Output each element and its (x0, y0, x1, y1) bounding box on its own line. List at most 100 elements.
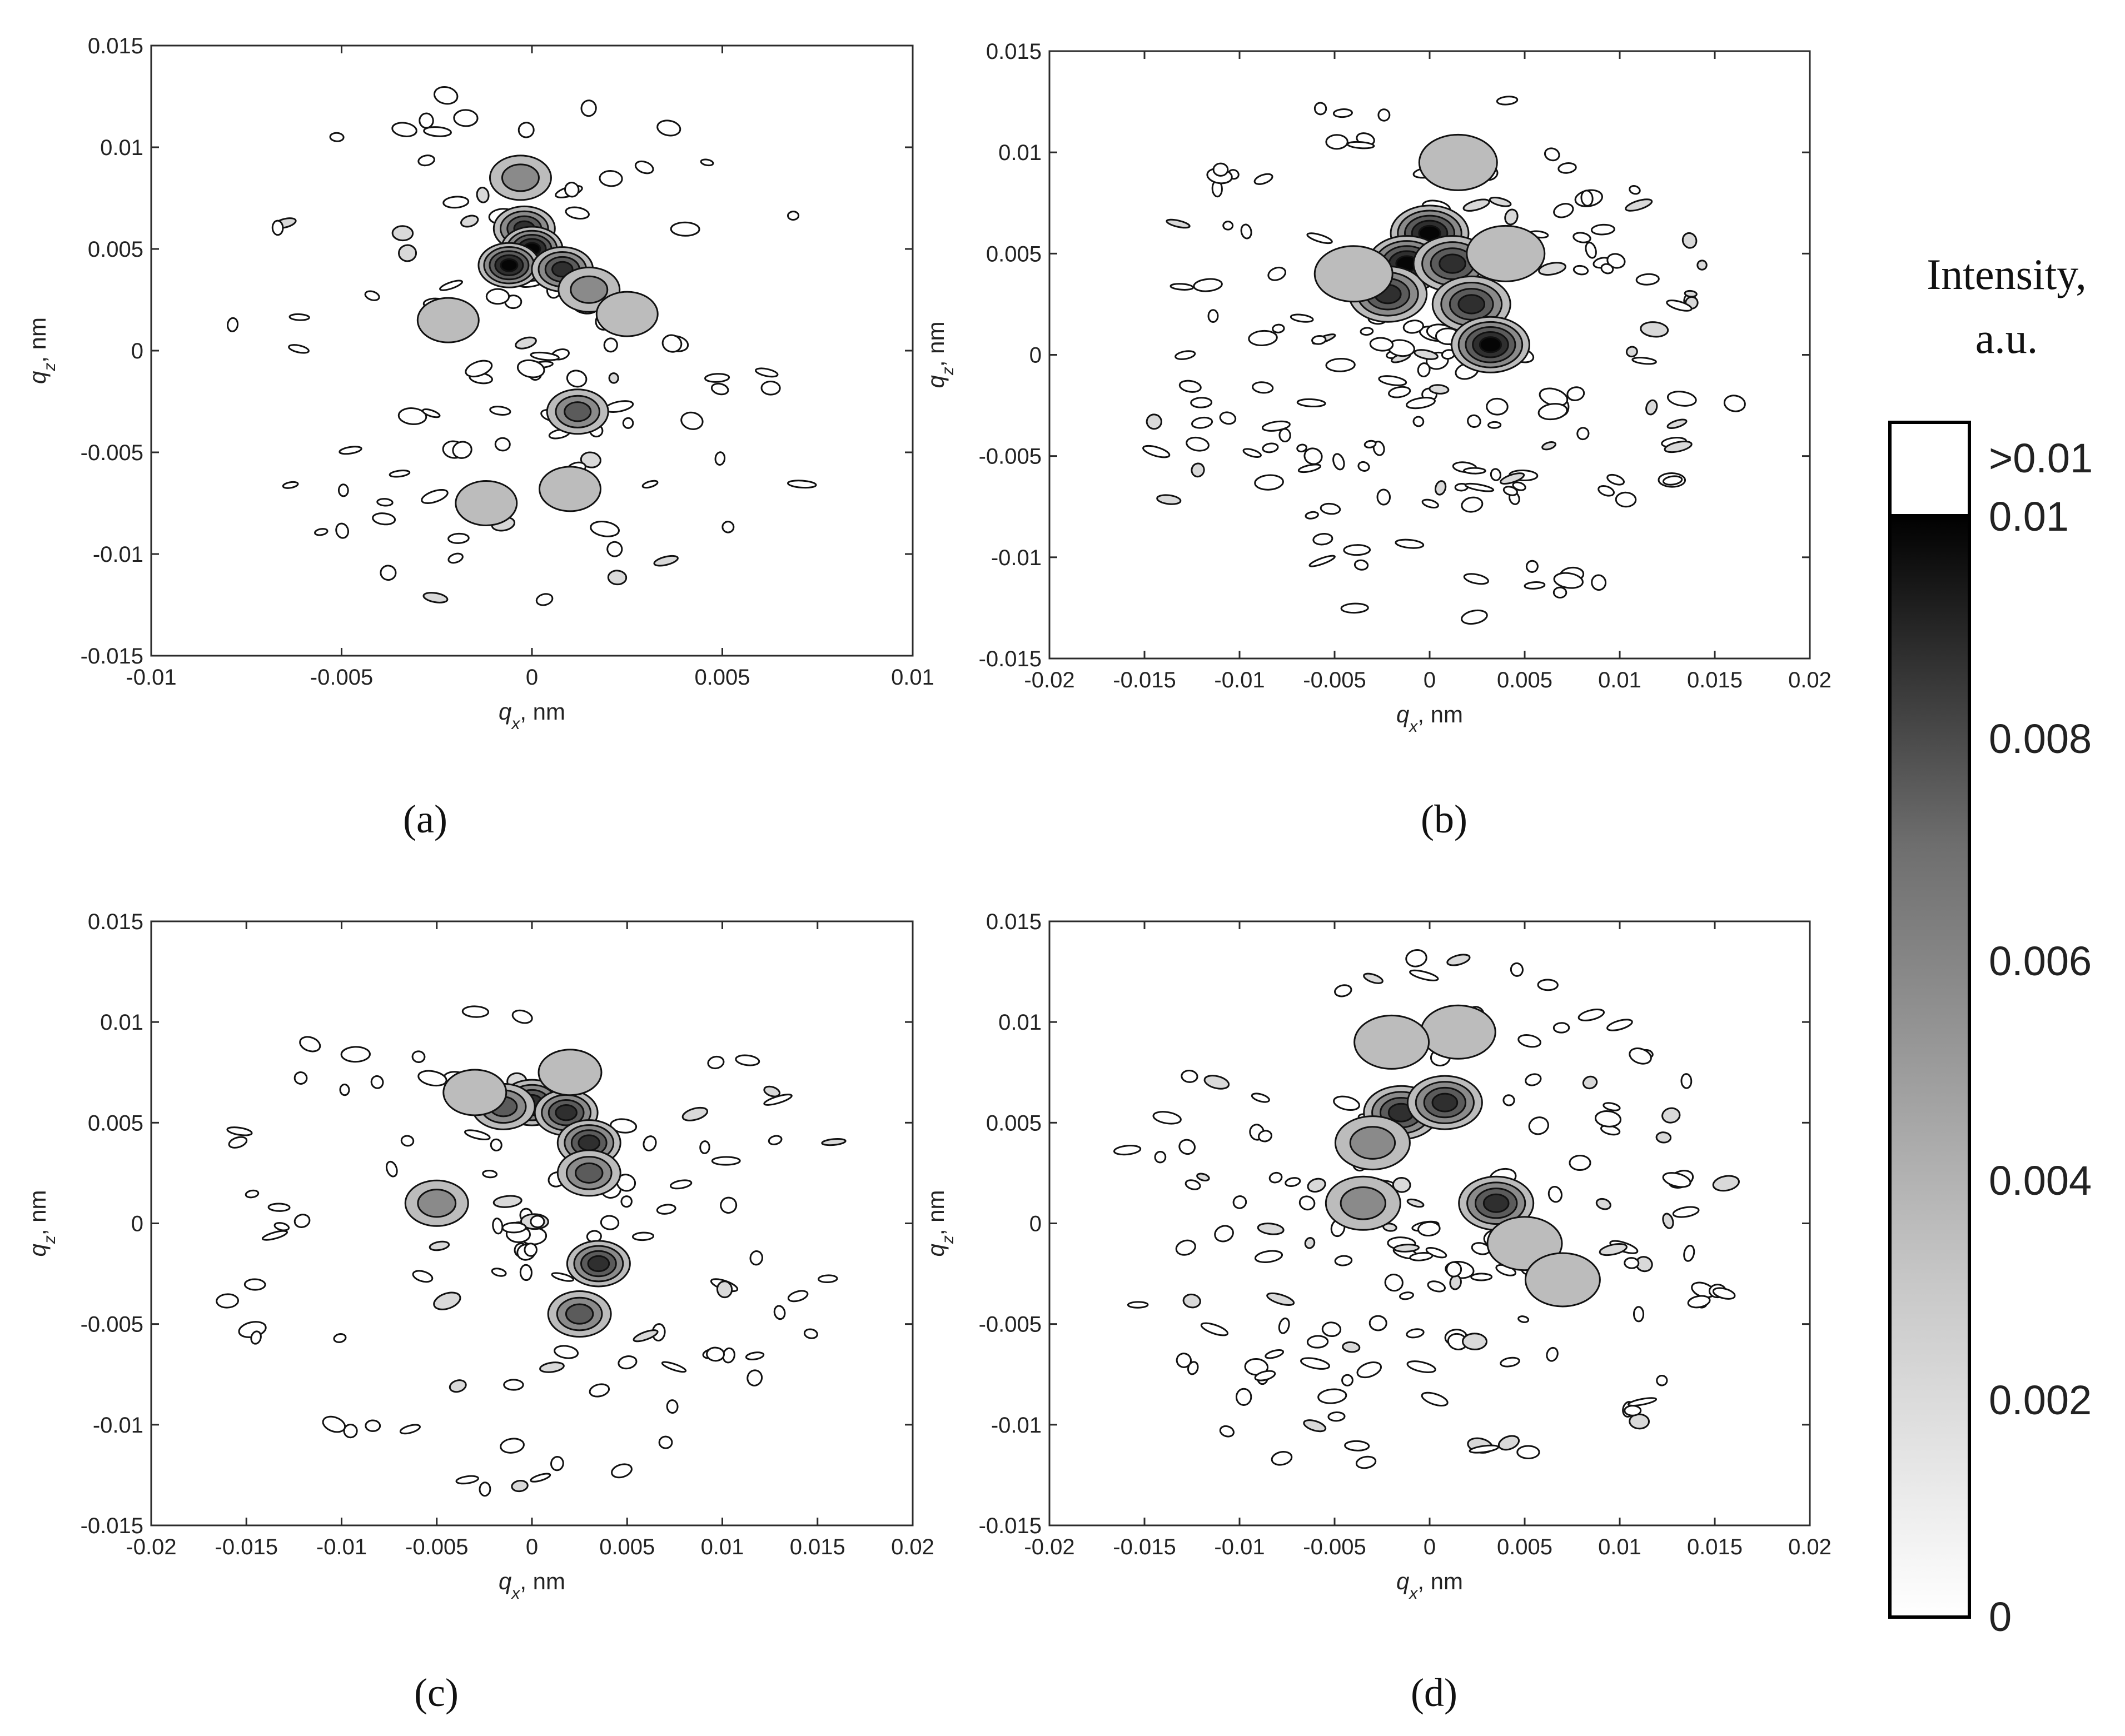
contour-island (464, 1129, 491, 1141)
contour-island (818, 1274, 838, 1284)
contour-island (1467, 414, 1481, 428)
contour-island (1487, 421, 1502, 429)
contour-island (1170, 283, 1195, 291)
contour-island (1655, 1131, 1672, 1144)
contour-island (1113, 1145, 1142, 1156)
contour-island (755, 367, 779, 378)
contour-island (372, 512, 396, 526)
contour-layer (227, 86, 817, 606)
contour-island (1341, 1374, 1353, 1386)
contour-island (490, 1138, 502, 1152)
contour-island (1212, 162, 1229, 177)
contour-level (1439, 253, 1466, 274)
contour-island (1599, 1243, 1628, 1256)
contour-island (511, 1480, 529, 1493)
contour-island (485, 288, 510, 305)
contour-island (1306, 232, 1333, 245)
contour-level (1418, 133, 1498, 191)
contour-island (460, 214, 479, 228)
y-tick-label: 0.015 (986, 39, 1042, 64)
y-tick-label: -0.005 (979, 1313, 1042, 1337)
contour-island (622, 417, 634, 429)
contour-island (1461, 1333, 1488, 1350)
y-axis-label: qz, nm (923, 1190, 957, 1256)
contour-island (803, 1328, 818, 1339)
contour-island (227, 317, 239, 332)
contour-island (1606, 1019, 1633, 1031)
contour-island (589, 1383, 610, 1398)
colorbar-title-line2: a.u. (1975, 314, 2038, 362)
colorbar-frame (1888, 421, 1971, 1619)
contour-island (1666, 391, 1697, 407)
contour-island (1594, 1110, 1622, 1128)
contour-island (1684, 290, 1698, 298)
contour-level (595, 291, 659, 337)
y-tick-label: 0 (131, 339, 143, 363)
contour-island (1627, 1397, 1658, 1406)
contour-island (1175, 1239, 1196, 1256)
contour-island (1369, 337, 1394, 352)
contour-island (293, 1214, 311, 1228)
contour-island (1372, 441, 1385, 456)
y-tick-label: 0.015 (986, 910, 1042, 934)
colorbar-tick-0.008: 0.008 (1989, 716, 2092, 762)
contour-island (1624, 1405, 1642, 1416)
contour-level (564, 401, 592, 422)
contour-island (1417, 1221, 1441, 1237)
contour-island (1306, 1335, 1329, 1349)
contour-island (1190, 397, 1213, 408)
x-tick-label: -0.005 (310, 665, 373, 690)
contour-island (1297, 463, 1322, 473)
contour-island (530, 1473, 551, 1483)
contour-island (603, 337, 618, 353)
contour-island (421, 408, 441, 418)
contour-island (714, 451, 726, 466)
contour-level (1466, 225, 1546, 282)
contour-island (580, 451, 601, 468)
contour-island (364, 290, 380, 301)
contour-island (1595, 1198, 1611, 1210)
contour-island (465, 360, 493, 378)
contour-island (530, 351, 560, 361)
y-tick-label: 0 (1029, 1212, 1042, 1236)
contour-island (1446, 1261, 1462, 1278)
contour-island (519, 1264, 533, 1281)
contour-island (1625, 198, 1653, 212)
contour-level (578, 1134, 601, 1151)
contour-island (282, 481, 299, 489)
contour-island (1271, 1451, 1293, 1466)
contour-island (666, 1399, 679, 1414)
contour-island (1393, 1244, 1420, 1253)
contour-island (1510, 962, 1524, 977)
x-tick-label: -0.015 (1113, 1535, 1176, 1559)
contour-island (1631, 357, 1657, 365)
y-axis-label: qz, nm (24, 317, 59, 384)
contour-island (1267, 266, 1286, 281)
contour-island (1252, 381, 1274, 394)
y-tick-label: 0.015 (88, 34, 143, 58)
contour-island (1182, 1293, 1201, 1309)
x-tick-label: 0.01 (1598, 668, 1641, 692)
contour-level (1353, 1014, 1430, 1070)
contour-island (1598, 485, 1615, 497)
contour-island (335, 522, 350, 539)
contour-island (288, 344, 310, 354)
contour-island (1553, 572, 1584, 589)
contour-island (421, 488, 449, 504)
contour-island (397, 407, 427, 425)
contour-island (452, 441, 472, 459)
contour-island (1546, 1346, 1559, 1362)
contour-island (1254, 1370, 1276, 1381)
contour-island (1409, 1252, 1434, 1261)
contour-island (1363, 440, 1377, 448)
contour-island (1312, 533, 1333, 546)
contour-island (681, 1106, 709, 1121)
contour-island (1196, 1173, 1210, 1181)
contour-island (1278, 428, 1291, 443)
contour-island (1547, 1185, 1563, 1203)
x-tick-label: -0.015 (215, 1535, 278, 1559)
contour-island (773, 1305, 786, 1320)
panel-c: -0.02 -0.015 -0.01 -0.005 0 0.005 0.01 0.015 0.0… (24, 910, 934, 1603)
contour-island (1414, 349, 1439, 360)
contour-island (1186, 436, 1210, 452)
